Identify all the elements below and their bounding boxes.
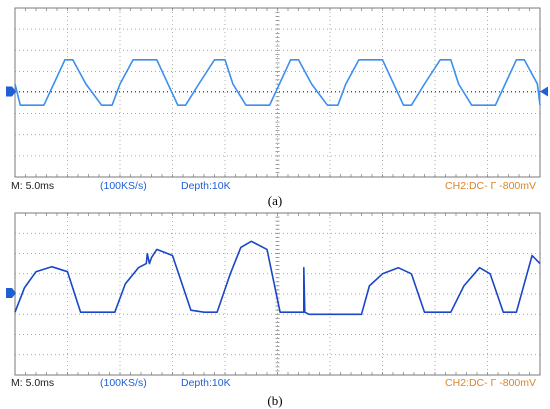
grid-a [14,7,541,178]
memory-depth-readout-a: Depth:10K [181,180,231,192]
sample-rate-readout-a: (100KS/s) [100,180,147,192]
scope-screen-a [6,7,548,178]
trigger-level-marker-a [540,86,548,97]
timebase-readout-a: M: 5.0ms [11,180,55,192]
scope-panel-a: M: 5.0ms (100KS/s) Depth:10K CH2:DC- Γ -… [0,7,550,208]
trigger-readout-a: CH2:DC- Γ -800mV [445,180,536,192]
panel-caption-b: (b) [267,393,283,408]
trigger-readout-b: CH2:DC- Γ -800mV [445,377,536,389]
scope-panel-b: M: 5.0ms (100KS/s) Depth:10K CH2:DC- Γ -… [0,210,550,408]
grid-b [14,212,541,376]
channel-ground-marker-a [6,86,16,97]
scope-screen-b [6,212,541,376]
sample-rate-readout-b: (100KS/s) [100,377,147,389]
panel-caption-a: (a) [267,193,283,208]
status-bar-b: M: 5.0ms (100KS/s) Depth:10K CH2:DC- Γ -… [0,377,550,391]
channel-ground-marker-b [6,287,16,298]
timebase-readout-b: M: 5.0ms [11,377,55,389]
status-bar-a: M: 5.0ms (100KS/s) Depth:10K CH2:DC- Γ -… [0,180,550,194]
waveform-trace-a [14,59,541,106]
waveform-trace-b [14,240,541,316]
memory-depth-readout-b: Depth:10K [181,377,231,389]
